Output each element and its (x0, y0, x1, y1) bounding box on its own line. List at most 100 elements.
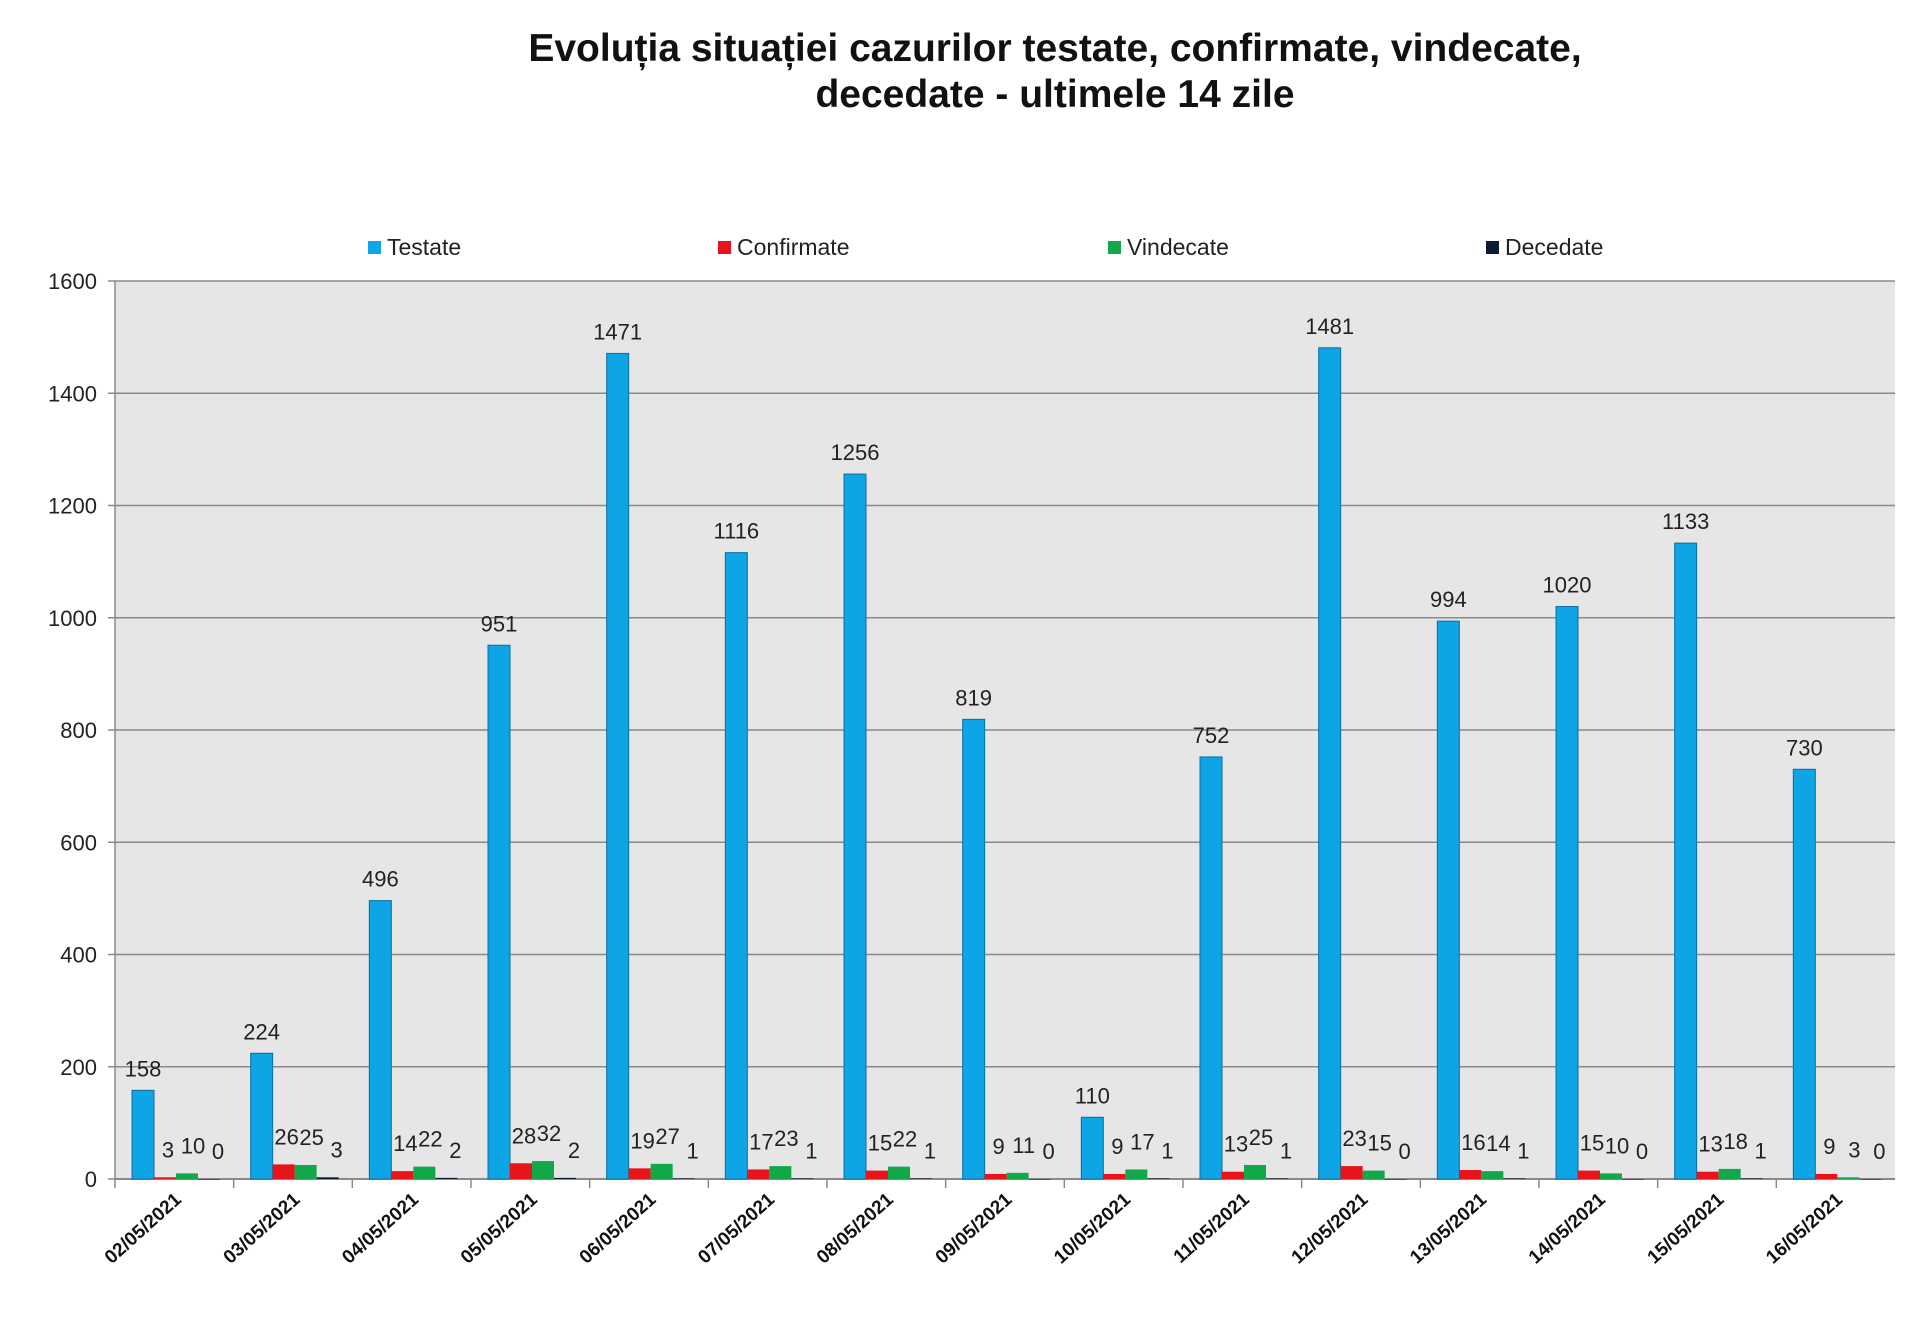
x-tick-label: 10/05/2021 (1050, 1189, 1135, 1269)
data-label-vindecate: 17 (1130, 1129, 1154, 1154)
legend-swatch-decedate (1486, 241, 1499, 254)
data-label-testate: 496 (362, 867, 399, 892)
x-tick-label: 12/05/2021 (1288, 1189, 1373, 1269)
bar-testate (1674, 542, 1698, 1180)
bar-decedate (198, 1179, 220, 1180)
bar-confirmate (510, 1163, 532, 1179)
bar-confirmate (1222, 1171, 1244, 1179)
bar-confirmate (272, 1164, 295, 1179)
data-label-decedate: 0 (1873, 1139, 1885, 1164)
data-label-decedate: 1 (1517, 1138, 1529, 1163)
bar-vindecate (1244, 1164, 1266, 1179)
data-label-decedate: 1 (805, 1138, 817, 1163)
bar-testate (724, 552, 748, 1180)
x-tick-label: 11/05/2021 (1170, 1189, 1254, 1268)
bar-vindecate (294, 1164, 317, 1179)
bar-decedate (1622, 1179, 1644, 1180)
y-tick-label: 1200 (48, 494, 97, 519)
bar-confirmate (1459, 1170, 1482, 1179)
bar-vindecate (1600, 1173, 1622, 1179)
y-tick-label: 1000 (48, 606, 97, 631)
data-label-confirmate: 13 (1698, 1132, 1722, 1157)
data-label-vindecate: 15 (1367, 1131, 1391, 1156)
data-label-vindecate: 25 (299, 1125, 323, 1150)
bar-vindecate (532, 1161, 554, 1179)
bar-decedate (1384, 1179, 1407, 1180)
bar-confirmate (628, 1168, 651, 1179)
bar-confirmate (391, 1171, 414, 1179)
bar-confirmate (1340, 1166, 1363, 1179)
bar-testate (606, 352, 630, 1180)
data-label-decedate: 2 (449, 1138, 461, 1163)
data-label-vindecate: 11 (1012, 1133, 1035, 1158)
data-label-decedate: 1 (1280, 1138, 1292, 1163)
data-label-decedate: 0 (1636, 1139, 1648, 1164)
bar-vindecate (1837, 1177, 1860, 1179)
data-label-vindecate: 27 (655, 1124, 679, 1149)
legend-label-vindecate: Vindecate (1127, 234, 1229, 260)
data-label-testate: 951 (481, 611, 518, 636)
x-tick-label: 04/05/2021 (338, 1189, 423, 1269)
data-label-confirmate: 9 (993, 1134, 1005, 1159)
x-tick-label: 05/05/2021 (457, 1189, 542, 1269)
data-label-testate: 730 (1786, 735, 1823, 760)
x-tick-label: 13/05/2021 (1406, 1189, 1491, 1269)
legend-label-decedate: Decedate (1505, 234, 1603, 260)
legend-label-confirmate: Confirmate (737, 234, 849, 260)
bar-decedate (316, 1177, 339, 1179)
data-label-vindecate: 10 (181, 1133, 205, 1158)
bar-testate (131, 1089, 155, 1180)
bar-testate (962, 718, 986, 1180)
bar-decedate (1266, 1178, 1288, 1179)
bar-testate (1792, 768, 1816, 1180)
data-label-confirmate: 28 (512, 1123, 536, 1148)
data-label-confirmate: 14 (393, 1131, 417, 1156)
data-label-confirmate: 13 (1224, 1132, 1248, 1157)
data-label-vindecate: 22 (418, 1127, 442, 1152)
bar-decedate (1859, 1179, 1882, 1180)
bar-testate (368, 900, 392, 1180)
y-tick-label: 600 (60, 830, 97, 855)
bar-confirmate (866, 1170, 888, 1179)
bar-vindecate (769, 1166, 792, 1179)
bar-decedate (910, 1178, 932, 1179)
x-tick-label: 16/05/2021 (1762, 1189, 1847, 1269)
y-tick-label: 1600 (48, 269, 97, 294)
bar-testate (250, 1052, 274, 1180)
bar-decedate (791, 1178, 814, 1179)
data-label-decedate: 0 (212, 1139, 224, 1164)
x-tick-label: 06/05/2021 (576, 1189, 661, 1269)
y-tick-label: 0 (85, 1167, 97, 1192)
data-label-testate: 158 (125, 1056, 162, 1081)
bar-confirmate (154, 1177, 176, 1179)
data-label-decedate: 1 (924, 1138, 936, 1163)
x-tick-label: 03/05/2021 (220, 1189, 305, 1269)
data-label-confirmate: 26 (274, 1124, 298, 1149)
data-label-confirmate: 16 (1461, 1130, 1485, 1155)
bar-decedate (1147, 1178, 1170, 1179)
data-label-vindecate: 23 (774, 1126, 798, 1151)
bar-testate (1555, 606, 1579, 1180)
x-tick-label: 15/05/2021 (1644, 1189, 1729, 1269)
x-tick-label: 02/05/2021 (101, 1189, 186, 1269)
bar-decedate (435, 1177, 458, 1179)
data-label-vindecate: 18 (1723, 1129, 1747, 1154)
y-tick-label: 400 (60, 943, 97, 968)
data-label-testate: 1481 (1305, 314, 1354, 339)
data-label-confirmate: 9 (1111, 1134, 1123, 1159)
bar-testate (1436, 620, 1460, 1180)
bar-vindecate (1481, 1171, 1504, 1179)
legend-swatch-testate (368, 241, 381, 254)
data-label-confirmate: 15 (868, 1131, 892, 1156)
data-label-confirmate: 19 (630, 1128, 654, 1153)
data-label-decedate: 0 (1399, 1139, 1411, 1164)
data-label-testate: 1471 (593, 319, 642, 344)
legend-swatch-vindecate (1108, 241, 1121, 254)
bar-decedate (1503, 1178, 1526, 1179)
bar-vindecate (1006, 1172, 1029, 1179)
data-label-confirmate: 3 (162, 1137, 174, 1162)
data-label-decedate: 0 (1043, 1139, 1055, 1164)
bar-decedate (1028, 1179, 1051, 1180)
data-label-vindecate: 22 (893, 1127, 917, 1152)
